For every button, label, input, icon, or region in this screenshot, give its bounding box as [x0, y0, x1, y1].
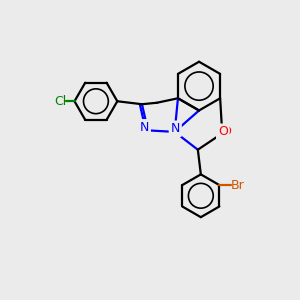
Text: Cl: Cl — [54, 95, 66, 108]
Text: O: O — [222, 125, 232, 138]
Text: N: N — [140, 121, 149, 134]
Text: N: N — [171, 122, 180, 135]
Text: N: N — [140, 121, 149, 134]
Text: Br: Br — [230, 178, 244, 192]
Text: O: O — [218, 125, 228, 138]
Text: N: N — [171, 122, 180, 135]
